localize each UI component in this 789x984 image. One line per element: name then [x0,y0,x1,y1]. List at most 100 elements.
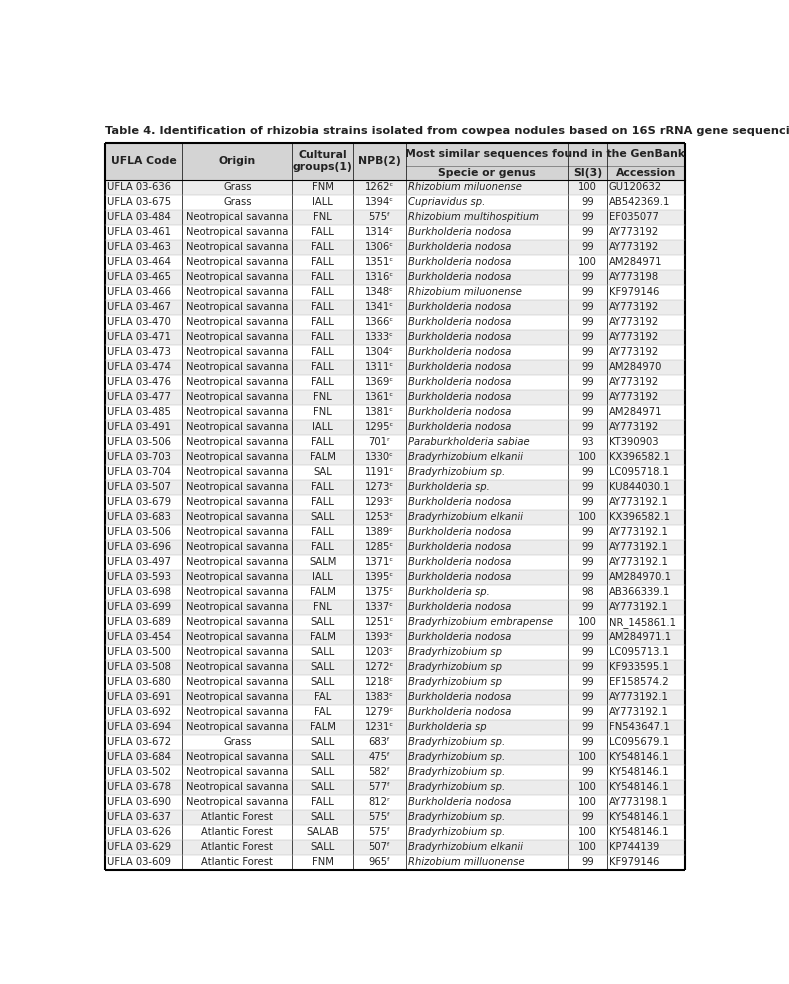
Text: FALL: FALL [311,377,334,387]
Bar [105,615,685,630]
Text: 99: 99 [581,707,594,717]
Text: Cupriavidus sp.: Cupriavidus sp. [408,197,485,208]
Text: 100: 100 [578,512,597,523]
Text: SALL: SALL [311,617,335,627]
Text: UFLA 03-471: UFLA 03-471 [107,333,171,342]
Bar [105,524,685,539]
Bar [105,300,685,315]
Text: 99: 99 [581,768,594,777]
Text: 99: 99 [581,317,594,327]
Text: UFLA 03-474: UFLA 03-474 [107,362,171,372]
Text: 100: 100 [578,617,597,627]
Text: 99: 99 [581,242,594,252]
Text: UFLA 03-672: UFLA 03-672 [107,737,171,747]
Text: KF933595.1: KF933595.1 [608,662,668,672]
Bar [105,390,685,404]
Text: 1389ᶜ: 1389ᶜ [365,527,394,537]
Text: Bradyrhizobium elkanii: Bradyrhizobium elkanii [408,842,523,852]
Text: 1273ᶜ: 1273ᶜ [365,482,394,492]
Text: Bradyrhizobium sp.: Bradyrhizobium sp. [408,752,505,763]
Text: Cultural
groups(1): Cultural groups(1) [293,150,353,172]
Text: Burkholderia sp: Burkholderia sp [408,722,487,732]
Text: UFLA 03-461: UFLA 03-461 [107,227,171,237]
Bar [105,360,685,375]
Text: KP744139: KP744139 [608,842,659,852]
Text: Neotropical savanna: Neotropical savanna [186,437,289,447]
Text: SALAB: SALAB [306,828,339,837]
Bar [105,675,685,690]
Text: IALL: IALL [312,572,333,583]
Text: 99: 99 [581,422,594,432]
Text: NR_145861.1: NR_145861.1 [608,617,675,628]
Text: FALM: FALM [309,722,335,732]
Text: UFLA 03-463: UFLA 03-463 [107,242,171,252]
Text: Bradyrhizobium sp: Bradyrhizobium sp [408,677,502,687]
Text: 99: 99 [581,572,594,583]
Text: 99: 99 [581,692,594,703]
Text: 99: 99 [581,333,594,342]
Text: Bradyrhizobium elkanii: Bradyrhizobium elkanii [408,512,523,523]
Bar [105,810,685,825]
Text: EF035077: EF035077 [608,213,659,222]
Text: FALM: FALM [309,587,335,597]
Text: Table 4. Identification of rhizobia strains isolated from cowpea nodules based o: Table 4. Identification of rhizobia stra… [105,126,789,136]
Text: 99: 99 [581,557,594,567]
Text: UFLA 03-683: UFLA 03-683 [107,512,171,523]
Text: AM284971: AM284971 [608,407,662,417]
Text: 1262ᶜ: 1262ᶜ [365,182,394,192]
Text: Burkholderia nodosa: Burkholderia nodosa [408,377,511,387]
Text: AY773192.1: AY773192.1 [608,707,668,717]
Text: 683ᶠ: 683ᶠ [368,737,390,747]
Text: UFLA 03-506: UFLA 03-506 [107,437,171,447]
Text: KU844030.1: KU844030.1 [608,482,669,492]
Text: AY773192.1: AY773192.1 [608,692,668,703]
Text: Burkholderia nodosa: Burkholderia nodosa [408,497,511,507]
Bar [105,404,685,419]
Text: 1366ᶜ: 1366ᶜ [365,317,394,327]
Text: 1361ᶜ: 1361ᶜ [365,393,394,402]
Text: UFLA 03-465: UFLA 03-465 [107,273,171,282]
Text: 99: 99 [581,647,594,657]
Bar [105,224,685,240]
Text: UFLA 03-684: UFLA 03-684 [107,752,171,763]
Text: 99: 99 [581,737,594,747]
Text: 99: 99 [581,362,594,372]
Text: UFLA 03-476: UFLA 03-476 [107,377,171,387]
Bar [105,270,685,284]
Text: SALL: SALL [311,768,335,777]
Text: 1231ᶜ: 1231ᶜ [365,722,394,732]
Text: 577ᶠ: 577ᶠ [368,782,391,792]
Text: 99: 99 [581,812,594,822]
Text: Neotropical savanna: Neotropical savanna [186,692,289,703]
Text: UFLA 03-466: UFLA 03-466 [107,287,171,297]
Text: Burkholderia nodosa: Burkholderia nodosa [408,602,511,612]
Text: UFLA 03-609: UFLA 03-609 [107,857,171,867]
Text: UFLA 03-506: UFLA 03-506 [107,527,171,537]
Text: Rhizobium miluonense: Rhizobium miluonense [408,287,522,297]
Text: UFLA 03-464: UFLA 03-464 [107,257,171,268]
Text: SI(3): SI(3) [573,167,602,178]
Text: UFLA 03-691: UFLA 03-691 [107,692,171,703]
Text: 100: 100 [578,842,597,852]
Text: KY548146.1: KY548146.1 [608,768,668,777]
Text: UFLA 03-637: UFLA 03-637 [107,812,171,822]
Text: SALL: SALL [311,647,335,657]
Text: AM284971: AM284971 [608,257,662,268]
Text: Burkholderia nodosa: Burkholderia nodosa [408,707,511,717]
Text: 1191ᶜ: 1191ᶜ [365,467,394,477]
Text: LC095679.1: LC095679.1 [608,737,669,747]
Text: FALL: FALL [311,257,334,268]
Text: 99: 99 [581,467,594,477]
Text: 99: 99 [581,287,594,297]
Text: AY773192.1: AY773192.1 [608,542,668,552]
Text: FNM: FNM [312,182,334,192]
Text: Bradyrhizobium elkanii: Bradyrhizobium elkanii [408,452,523,462]
Text: FALL: FALL [311,482,334,492]
Bar [105,690,685,705]
Text: Neotropical savanna: Neotropical savanna [186,557,289,567]
Text: 1314ᶜ: 1314ᶜ [365,227,394,237]
Bar [105,584,685,599]
Text: FALM: FALM [309,632,335,643]
Text: AY773198.1: AY773198.1 [608,797,668,807]
Text: Specie or genus: Specie or genus [438,167,536,178]
